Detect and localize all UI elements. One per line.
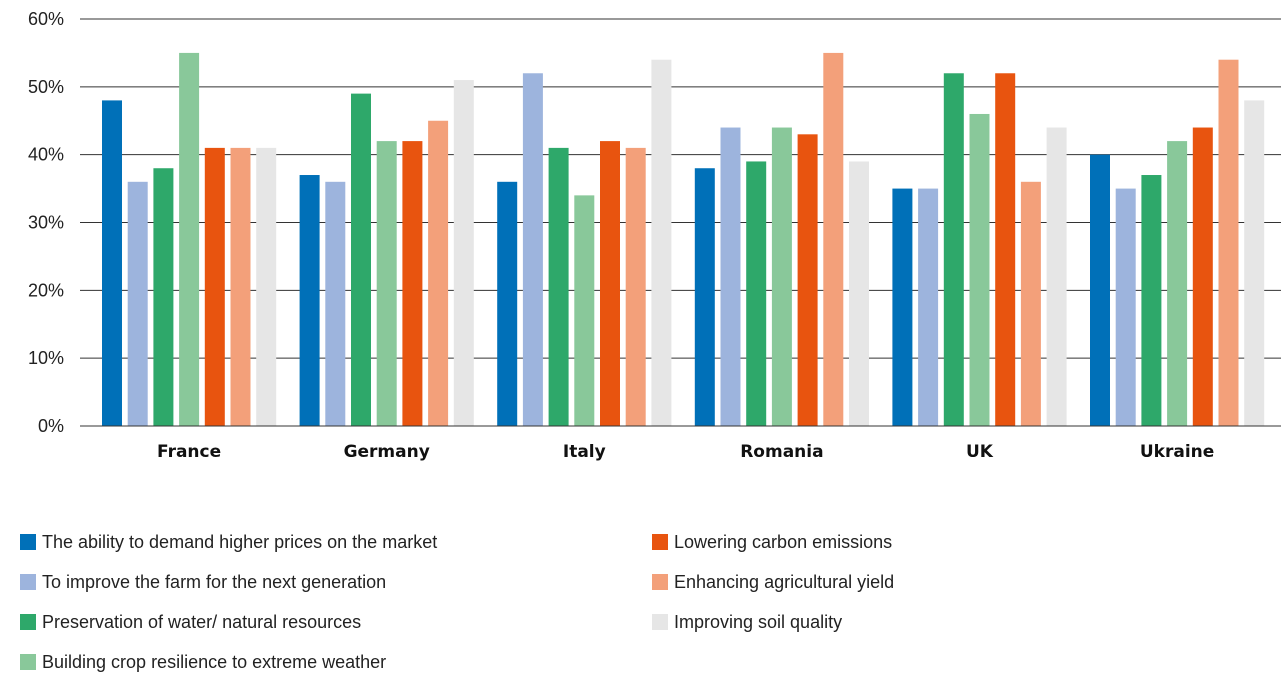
bar — [918, 188, 939, 426]
bar — [256, 147, 277, 426]
bar — [325, 181, 346, 426]
y-tick-label: 60% — [28, 9, 64, 29]
legend-label: To improve the farm for the next generat… — [42, 571, 387, 592]
bar — [625, 147, 646, 426]
y-tick-label: 20% — [28, 280, 64, 300]
bar — [102, 100, 122, 427]
legend-item: Preservation of water/ natural resources — [20, 610, 361, 634]
bar — [127, 181, 148, 426]
bar — [376, 141, 397, 426]
x-tick-label: Romania — [740, 442, 823, 462]
bar — [694, 168, 715, 426]
y-tick-label: 40% — [28, 145, 64, 165]
y-tick-label: 30% — [28, 213, 64, 233]
bar — [849, 161, 869, 426]
legend-label: Preservation of water/ natural resources — [42, 611, 362, 632]
bar — [574, 195, 595, 426]
legend-item: The ability to demand higher prices on t… — [20, 530, 437, 554]
bar — [600, 141, 620, 426]
legend-swatch — [652, 534, 668, 550]
legend-swatch — [20, 654, 36, 670]
bar — [204, 147, 225, 426]
bar — [230, 147, 251, 426]
bar — [1244, 100, 1265, 427]
bar — [497, 181, 518, 426]
bar — [969, 113, 990, 426]
bar — [351, 93, 371, 426]
x-tick-label: Germany — [344, 442, 430, 462]
bar — [1167, 141, 1188, 426]
bar — [651, 59, 672, 426]
legend-swatch — [652, 614, 668, 630]
legend-item: Improving soil quality — [652, 610, 842, 634]
bar — [1192, 127, 1213, 427]
bar — [746, 161, 767, 426]
legend-swatch — [652, 574, 668, 590]
bar — [153, 168, 174, 426]
bar — [1046, 127, 1067, 427]
legend-label: Enhancing agricultural yield — [674, 571, 895, 592]
bar — [179, 52, 200, 427]
bar — [943, 73, 964, 427]
bar — [1020, 181, 1041, 426]
bar — [1090, 154, 1110, 426]
bar — [299, 175, 320, 426]
y-tick-label: 50% — [28, 77, 64, 97]
bar — [1218, 59, 1239, 426]
legend-label: Lowering carbon emissions — [674, 531, 893, 552]
x-tick-label: Italy — [563, 442, 606, 462]
bar — [522, 73, 543, 427]
bar — [428, 120, 449, 426]
bar-chart: 0% 10% 20% 30% 40% 50% 60% France Germany Italy Ro… — [28, 9, 1281, 462]
legend-swatch — [20, 534, 36, 550]
legend-item: To improve the farm for the next generat… — [20, 570, 386, 594]
legend-label: Building crop resilience to extreme weat… — [42, 651, 387, 672]
legend-swatch — [20, 574, 36, 590]
bar — [771, 127, 792, 427]
x-tick-label: UK — [966, 442, 994, 462]
legend-item: Enhancing agricultural yield — [652, 570, 894, 594]
bar — [1141, 175, 1162, 426]
bar — [823, 52, 844, 427]
bar — [892, 188, 913, 426]
chart-legend: The ability to demand higher prices on t… — [0, 528, 1281, 675]
legend-item: Lowering carbon emissions — [652, 530, 892, 554]
y-tick-label: 0% — [38, 416, 64, 436]
y-tick-label: 10% — [28, 348, 64, 368]
bar — [402, 141, 423, 426]
bar — [453, 80, 474, 427]
legend-label: Improving soil quality — [674, 611, 843, 632]
x-tick-label: Ukraine — [1140, 442, 1214, 462]
legend-item: Building crop resilience to extreme weat… — [20, 650, 386, 674]
bar — [797, 134, 818, 427]
legend-swatch — [20, 614, 36, 630]
x-tick-label: France — [157, 442, 221, 462]
bar — [720, 127, 741, 427]
legend-label: The ability to demand higher prices on t… — [42, 531, 438, 552]
bar — [548, 147, 569, 426]
bar — [1115, 188, 1136, 426]
bar — [995, 73, 1016, 427]
